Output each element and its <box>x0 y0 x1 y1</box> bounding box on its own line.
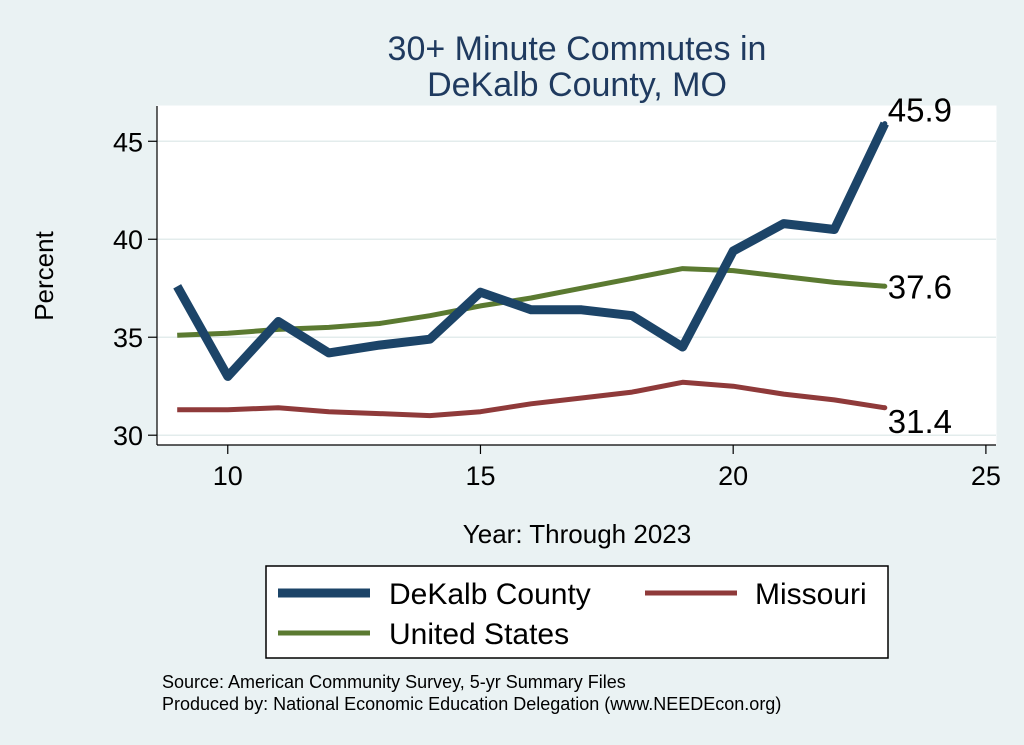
plot-area <box>156 105 997 446</box>
end-label-missouri: 31.4 <box>888 403 952 440</box>
x-axis-title: Year: Through 2023 <box>463 519 691 549</box>
chart-title: 30+ Minute Commutes in DeKalb County, MO <box>388 30 767 104</box>
end-label-dekalb-county: 45.9 <box>888 92 952 129</box>
y-axis-title: Percent <box>29 230 59 320</box>
chart-title-line-1: 30+ Minute Commutes in <box>388 30 767 68</box>
y-tick-label-35: 35 <box>113 323 143 353</box>
end-point-dekalb-county <box>882 121 888 127</box>
end-point-missouri <box>882 405 888 411</box>
legend: DeKalb County Missouri United States <box>265 565 889 659</box>
series-line-missouri <box>177 379 886 419</box>
y-tick-label-30: 30 <box>113 421 143 451</box>
series-lines <box>173 121 889 419</box>
series-line-dekalb-county <box>173 121 889 381</box>
x-tick-label-15: 15 <box>465 461 495 491</box>
legend-label-missouri: Missouri <box>755 578 867 611</box>
end-point-united-states <box>882 283 888 289</box>
chart-title-line-2: DeKalb County, MO <box>427 66 727 104</box>
y-tick-label-45: 45 <box>113 127 143 157</box>
legend-box <box>265 565 889 659</box>
end-labels: 45.9 31.4 37.6 <box>882 92 952 440</box>
end-label-united-states: 37.6 <box>888 268 952 305</box>
x-tick-label-25: 25 <box>971 461 1001 491</box>
x-tick-label-20: 20 <box>718 461 748 491</box>
legend-label-united-states: United States <box>389 618 569 651</box>
y-tick-label-40: 40 <box>113 225 143 255</box>
legend-label-dekalb-county: DeKalb County <box>389 578 591 611</box>
axes: 30 35 40 45 10 15 20 25 <box>113 106 1001 491</box>
x-tick-label-10: 10 <box>213 461 243 491</box>
source-note: Source: American Community Survey, 5-yr … <box>162 672 626 692</box>
producer-note: Produced by: National Economic Education… <box>162 694 781 714</box>
